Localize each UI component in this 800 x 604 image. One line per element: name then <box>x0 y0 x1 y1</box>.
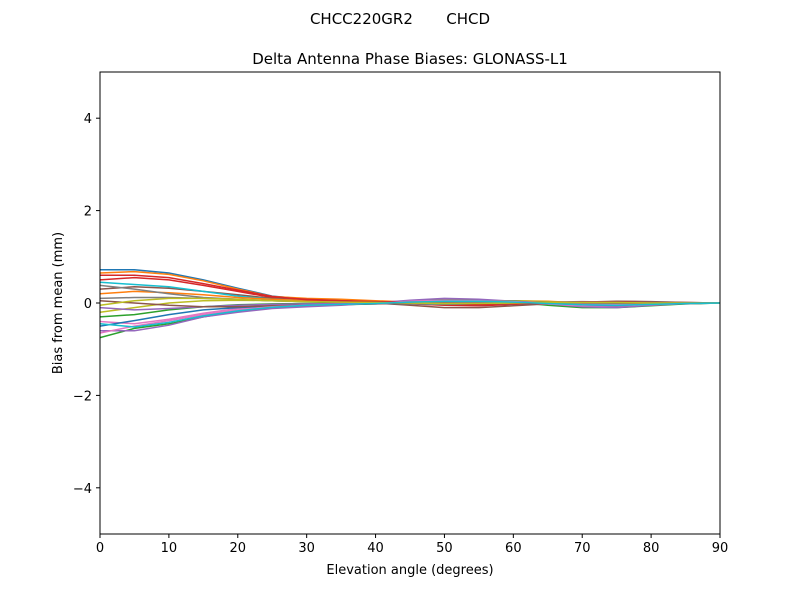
y-axis-label: Bias from mean (mm) <box>51 232 66 374</box>
y-tick-label: 0 <box>84 297 92 312</box>
y-tick-label: 2 <box>84 205 92 220</box>
x-tick-label: 60 <box>505 541 522 556</box>
x-tick-label: 30 <box>298 541 315 556</box>
y-tick-label: −4 <box>73 482 92 497</box>
x-tick-label: 20 <box>230 541 247 556</box>
y-tick-label: 4 <box>84 112 92 127</box>
series-line-19 <box>99 297 720 307</box>
chart-suptitle: CHCC220GR2 CHCD <box>310 10 490 28</box>
chart-title: Delta Antenna Phase Biases: GLONASS-L1 <box>252 50 568 68</box>
x-tick-label: 0 <box>96 541 104 556</box>
x-tick-label: 40 <box>367 541 384 556</box>
x-tick-label: 10 <box>161 541 178 556</box>
x-axis-label: Elevation angle (degrees) <box>326 563 493 578</box>
series-lines <box>99 268 721 339</box>
x-tick-label: 50 <box>436 541 453 556</box>
x-tick-label: 70 <box>574 541 591 556</box>
y-tick-label: −2 <box>73 389 92 404</box>
series-line-5 <box>100 297 721 332</box>
y-axis-ticks: −4 −2 0 2 4 <box>73 112 100 497</box>
series-line-20 <box>99 300 721 328</box>
x-axis-ticks: 0 10 20 30 40 50 60 70 80 90 <box>96 534 728 556</box>
x-tick-label: 80 <box>643 541 660 556</box>
x-tick-label: 90 <box>712 541 729 556</box>
